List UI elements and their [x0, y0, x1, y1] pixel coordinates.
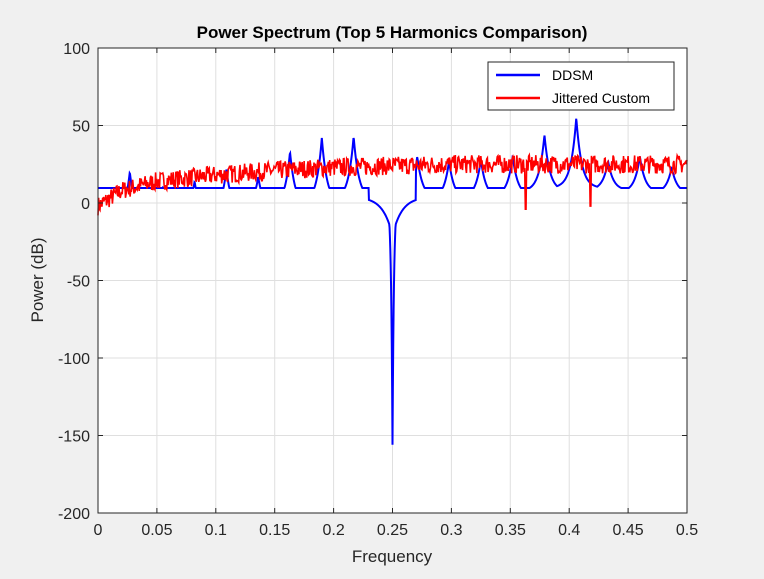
y-tick-label: -150: [58, 429, 90, 446]
x-tick-label: 0.15: [259, 522, 290, 539]
x-tick-label: 0.05: [141, 522, 172, 539]
y-tick-label: -100: [58, 351, 90, 368]
ddsm-line: [98, 118, 687, 445]
legend-box: [487, 61, 675, 111]
x-tick-label: 0: [94, 522, 103, 539]
ddsm-series: [98, 118, 687, 445]
chart-title: Power Spectrum (Top 5 Harmonics Comparis…: [197, 23, 588, 42]
x-tick-label: 0.1: [205, 522, 227, 539]
y-tick-label: -50: [67, 274, 90, 291]
y-axis-label: Power (dB): [28, 237, 47, 322]
x-tick-label: 0.45: [613, 522, 644, 539]
x-tick-label: 0.4: [558, 522, 580, 539]
jittered-custom-line: [97, 152, 688, 216]
x-tick-label: 0.3: [440, 522, 462, 539]
x-tick-label: 0.25: [377, 522, 408, 539]
axis-ticks: 0 0.05 0.1 0.15 0.2 0.25 0.3 0.35 0.4 0.45 0.5 -200…: [58, 41, 698, 539]
x-tick-label: 0.5: [676, 522, 698, 539]
x-axis-label: Frequency: [352, 547, 433, 566]
y-tick-label: -200: [58, 506, 90, 523]
jittered-custom-series: [97, 152, 688, 216]
legend-label-ddsm: DDSM: [552, 67, 593, 83]
legend-label-jittered-custom: Jittered Custom: [552, 90, 650, 106]
x-tick-label: 0.35: [495, 522, 526, 539]
y-tick-label: 50: [72, 119, 90, 136]
y-tick-label: 0: [81, 196, 90, 213]
legend: DDSM Jittered Custom: [487, 61, 675, 111]
x-tick-label: 0.2: [322, 522, 344, 539]
y-tick-label: 100: [63, 41, 90, 58]
